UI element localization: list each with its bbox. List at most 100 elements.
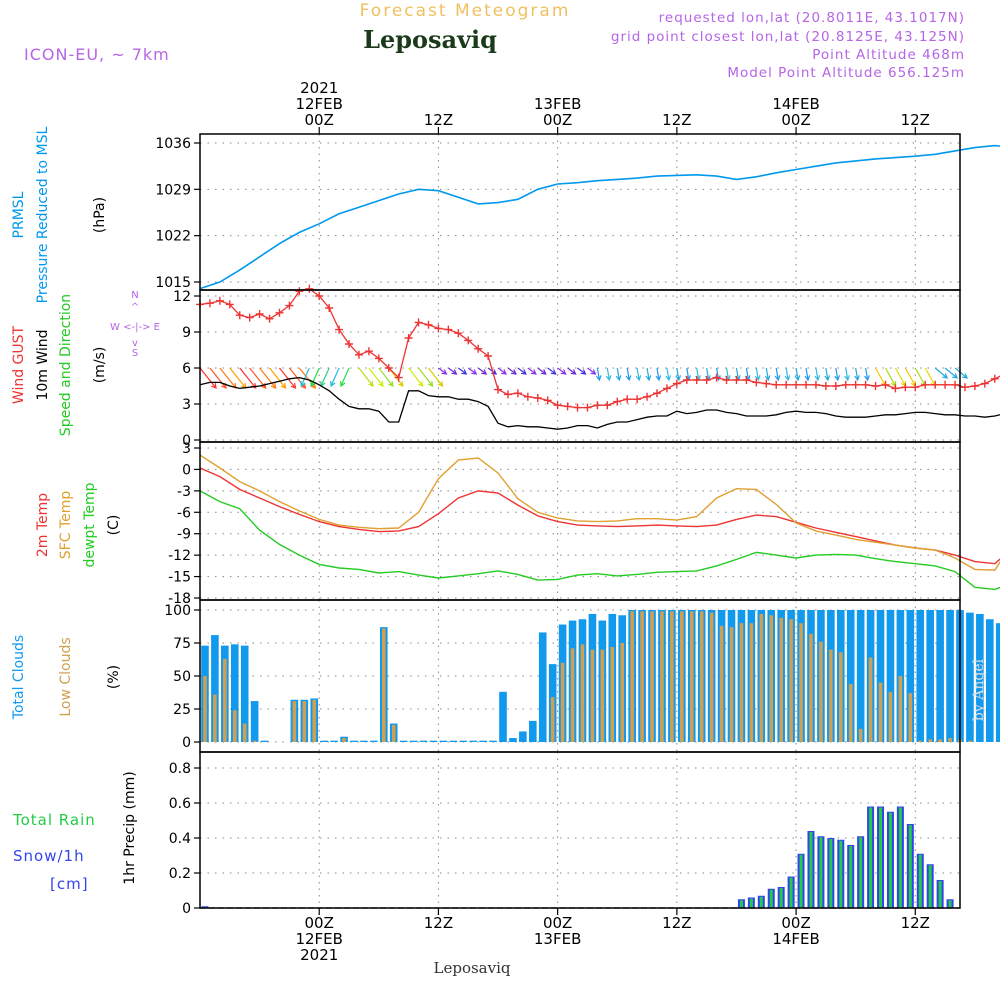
- low-cloud-bar: [878, 682, 883, 742]
- wind-arrow: [428, 367, 444, 387]
- temp-2m-line: [199, 467, 1000, 565]
- total-cloud-bar: [240, 645, 249, 742]
- top-time-label: 12FEB: [295, 95, 342, 113]
- gust-point: [633, 395, 642, 404]
- wind-arrow: [954, 367, 968, 379]
- gust-point: [384, 364, 393, 372]
- gust-point: [523, 392, 532, 401]
- clouds-unit-label: (%): [106, 665, 122, 689]
- wind-arrow: [577, 367, 587, 375]
- precip-bars: [200, 806, 960, 909]
- low-cloud-bar: [809, 633, 813, 742]
- ytick-label: 1015: [155, 275, 191, 291]
- temp-dewpt-label: dewpt Temp: [82, 482, 98, 567]
- wind-arrow: [774, 367, 781, 382]
- gust-point: [782, 380, 791, 389]
- ytick-label: -12: [168, 548, 191, 564]
- gust-point: [792, 380, 801, 389]
- low-cloud-bar: [223, 658, 227, 742]
- ytick-label: 6: [182, 361, 191, 377]
- temp-2m-label: 2m Temp: [35, 493, 51, 557]
- ytick-label: 0: [182, 433, 191, 449]
- wind-arrow: [615, 367, 622, 382]
- precip-rain-bar: [789, 877, 793, 908]
- top-time-label: 00Z: [305, 111, 334, 129]
- precip-rain-bar: [859, 837, 863, 908]
- wind-arrow: [557, 367, 567, 375]
- pressure-label-msl: Pressure Reduced to MSL: [35, 126, 51, 303]
- ytick-label: 1036: [155, 136, 191, 152]
- ytick-label: 0: [182, 462, 191, 478]
- low-cloud-bar: [203, 676, 207, 742]
- precip-rain-bar: [739, 900, 743, 908]
- wind-arrow: [754, 367, 761, 382]
- gust-point: [275, 308, 284, 317]
- total-cloud-bar: [876, 610, 885, 742]
- gust-point: [364, 347, 373, 356]
- low-cloud-bar: [660, 611, 664, 742]
- wind-arrow: [665, 367, 672, 382]
- panel-precipitation: Total Rain Snow/1h [cm] 1hr Precip (mm) …: [12, 751, 961, 917]
- gust-point: [901, 383, 910, 392]
- wind-arrow: [467, 367, 478, 375]
- bottom-time-label: 00Z: [305, 914, 334, 932]
- precip-rain-bar: [819, 837, 823, 908]
- wind-arrow: [408, 367, 424, 387]
- ytick-label: 3: [182, 397, 191, 413]
- gust-point: [861, 380, 870, 389]
- precip-rain-bar: [908, 825, 912, 908]
- top-time-label: 12Z: [424, 111, 453, 129]
- wind-arrow: [239, 367, 257, 389]
- gust-point: [305, 284, 314, 293]
- pressure-line: [199, 144, 1000, 290]
- wind-arrow: [269, 367, 287, 389]
- low-cloud-bar: [729, 627, 734, 742]
- total-cloud-bar: [320, 740, 328, 742]
- wind-arrow: [547, 367, 557, 375]
- compass-north-arrow: ^: [131, 302, 139, 313]
- wind-grid: [200, 290, 960, 442]
- wind-arrow: [844, 367, 850, 382]
- low-clouds-label: Low Clouds: [58, 637, 74, 716]
- temperature-yticks: -18 -15 -12 -9 -6 -3 0 3: [168, 441, 200, 607]
- gust-point: [265, 314, 274, 323]
- wind-arrow: [804, 367, 811, 382]
- low-cloud-bar: [650, 611, 654, 742]
- wind-arrow: [834, 367, 841, 382]
- total-cloud-bar: [529, 720, 537, 742]
- compass-axis: W <-|-> E: [110, 322, 160, 333]
- precip-rain-bar: [769, 889, 773, 908]
- low-cloud-bar: [779, 617, 783, 742]
- total-cloud-bar: [360, 740, 368, 742]
- bottom-time-label: 00Z: [543, 914, 572, 932]
- precip-rain-bar: [918, 854, 922, 908]
- gust-point: [245, 313, 254, 322]
- gust-point: [533, 394, 542, 402]
- wind-arrow: [517, 367, 527, 375]
- total-cloud-bar: [916, 610, 925, 742]
- wind-arrow: [567, 367, 577, 375]
- low-cloud-bar: [312, 699, 317, 742]
- low-cloud-bar: [630, 611, 634, 742]
- ytick-label: 25: [173, 702, 191, 718]
- temp-unit-label: (C): [106, 515, 122, 536]
- low-cloud-bar: [938, 739, 942, 742]
- low-cloud-bar: [888, 691, 893, 742]
- total-cloud-bar: [211, 635, 219, 742]
- ytick-label: 3: [182, 441, 191, 457]
- wind-arrow: [914, 367, 926, 388]
- gust-point: [802, 380, 811, 389]
- gust-point: [235, 311, 244, 320]
- total-cloud-bar: [995, 623, 1000, 742]
- clouds-yticks: 0 25 50 75 100: [164, 603, 200, 751]
- total-cloud-bar: [260, 740, 269, 742]
- total-cloud-bar: [230, 644, 239, 742]
- gust-point: [484, 352, 493, 360]
- total-rain-label: Total Rain: [12, 811, 96, 829]
- low-cloud-bar: [600, 649, 605, 742]
- gust-point: [573, 403, 582, 412]
- low-cloud-bar: [550, 697, 555, 742]
- panel-pressure: PRMSL Pressure Reduced to MSL (hPa) 1015…: [11, 126, 1000, 303]
- gust-point: [404, 334, 413, 342]
